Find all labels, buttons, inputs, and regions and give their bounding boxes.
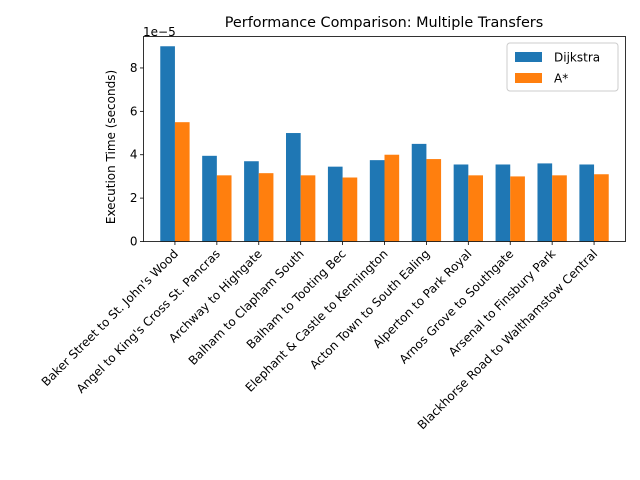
bars-group	[160, 46, 609, 242]
bar-dijkstra-5	[369, 160, 385, 242]
bar-astar-8	[510, 176, 525, 242]
bar-astar-0	[174, 122, 190, 242]
legend: Dijkstra A*	[506, 42, 619, 92]
y-tick-label: 4	[130, 148, 138, 162]
y-axis-label: Execution Time (seconds)	[104, 70, 118, 224]
legend-swatch-0	[515, 52, 542, 62]
bar-astar-6	[426, 159, 442, 242]
legend-label-1: A*	[554, 72, 568, 86]
bar-dijkstra-0	[160, 46, 175, 242]
bar-astar-3	[300, 175, 316, 242]
y-tick-label: 8	[130, 61, 138, 75]
bar-astar-10	[594, 174, 609, 242]
bar-dijkstra-10	[579, 164, 595, 242]
bar-astar-9	[552, 175, 567, 242]
bar-astar-5	[384, 154, 400, 242]
bar-dijkstra-7	[453, 164, 469, 242]
y-tick-label: 2	[130, 191, 138, 205]
y-tick-label: 6	[130, 104, 138, 118]
bar-dijkstra-2	[244, 161, 259, 242]
legend-swatch-1	[515, 73, 542, 83]
bar-dijkstra-4	[327, 166, 343, 242]
chart-title: Performance Comparison: Multiple Transfe…	[225, 15, 543, 31]
bar-dijkstra-6	[411, 143, 427, 242]
bar-dijkstra-3	[286, 133, 301, 242]
legend-label-0: Dijkstra	[554, 51, 600, 65]
bar-astar-7	[468, 175, 483, 242]
y-axis-scale-label: 1e−5	[143, 25, 176, 39]
y-tick-label: 0	[130, 235, 138, 249]
bar-dijkstra-8	[495, 164, 511, 242]
y-axis: 0 2 4 6 8	[130, 61, 144, 249]
plot-frame	[143, 36, 626, 242]
bar-astar-1	[216, 175, 232, 242]
bar-astar-2	[258, 173, 274, 242]
bar-dijkstra-1	[202, 155, 217, 242]
bar-dijkstra-9	[537, 163, 553, 242]
bar-astar-4	[342, 177, 358, 242]
